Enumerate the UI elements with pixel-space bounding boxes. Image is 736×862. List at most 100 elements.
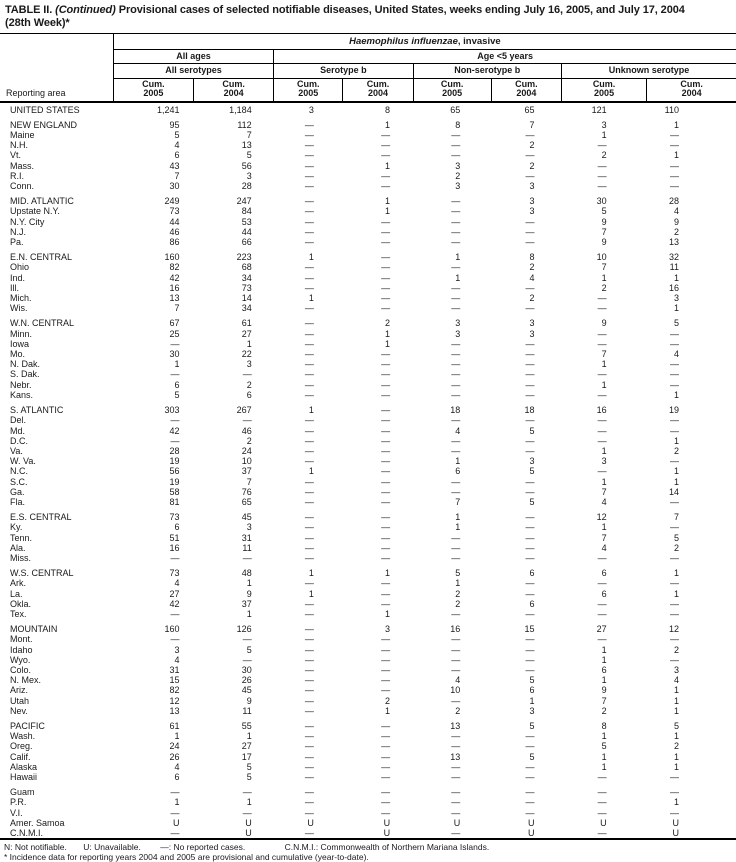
table-row: Tex. — 1 — 1 — — — — xyxy=(0,609,736,619)
cell: — xyxy=(381,140,391,151)
cell: — xyxy=(304,216,314,227)
cell: 2 xyxy=(673,644,679,655)
cell: — xyxy=(304,445,314,456)
cell: 18 xyxy=(524,405,535,416)
table-title-text: Provisional cases of selected notifiable… xyxy=(118,4,685,16)
cell: 5 xyxy=(529,751,535,762)
row-label: D.C. xyxy=(10,435,28,446)
cell: 24 xyxy=(169,741,180,752)
cell: — xyxy=(304,664,314,675)
row-label: S. Dak. xyxy=(10,369,40,380)
cell: — xyxy=(525,216,535,227)
cell: — xyxy=(381,216,391,227)
cell: 12 xyxy=(596,512,607,523)
table-row: Nebr. 6 2 — — — — 1 — xyxy=(0,380,736,390)
table-row: Nev. 13 11 — 1 2 3 2 1 xyxy=(0,706,736,716)
row-label: Tex. xyxy=(10,608,27,619)
cell: — xyxy=(525,415,535,426)
cell: — xyxy=(597,634,607,645)
cell: — xyxy=(525,389,535,400)
cell: 1 xyxy=(601,379,607,390)
cell: — xyxy=(597,303,607,314)
cell: U xyxy=(245,828,252,839)
cell: 2 xyxy=(529,262,535,273)
cell: 7 xyxy=(246,476,252,487)
cell: — xyxy=(381,282,391,293)
cell: 7 xyxy=(174,303,180,314)
cell: — xyxy=(170,828,180,839)
cell: 3 xyxy=(673,664,679,675)
cell: 31 xyxy=(241,532,252,543)
cell: 25 xyxy=(169,328,180,339)
row-label: PACIFIC xyxy=(10,720,45,731)
table-row: W.S. CENTRAL 73 48 1 1 5 6 6 1 xyxy=(0,563,736,578)
cell: — xyxy=(451,695,461,706)
cell: — xyxy=(304,425,314,436)
cell: 3 xyxy=(455,160,461,171)
cell: — xyxy=(304,130,314,141)
cell: 4 xyxy=(601,496,607,507)
cell: — xyxy=(304,608,314,619)
table-row: Kans. 5 6 — — — — — 1 xyxy=(0,390,736,400)
cell: — xyxy=(670,181,679,192)
cell: 9 xyxy=(673,216,679,227)
cell: — xyxy=(525,532,535,543)
cell: U xyxy=(383,828,391,839)
row-label: Ky. xyxy=(10,522,23,533)
cell: 1 xyxy=(385,568,391,579)
cell: — xyxy=(304,369,314,380)
cell: 12 xyxy=(169,695,180,706)
cell: — xyxy=(170,338,180,349)
cell: — xyxy=(381,644,391,655)
all-serotypes-header: All serotypes xyxy=(113,63,274,79)
cell: U xyxy=(600,817,607,828)
cell: 13 xyxy=(241,140,252,151)
cell: 223 xyxy=(236,252,252,263)
row-label: Mass. xyxy=(10,160,35,171)
cell: 9 xyxy=(246,695,252,706)
cell: — xyxy=(451,349,461,360)
cell: 1 xyxy=(455,578,461,589)
cell: 5 xyxy=(529,720,535,731)
cell: 51 xyxy=(169,532,180,543)
cell: — xyxy=(597,608,607,619)
cell: 9 xyxy=(601,318,607,329)
cell: 1 xyxy=(308,568,314,579)
cell: — xyxy=(451,237,461,248)
cell: — xyxy=(525,578,535,589)
row-label: Va. xyxy=(10,445,23,456)
table-row: Conn. 30 28 — — 3 3 — — xyxy=(0,181,736,191)
table-row: N.J. 46 44 — — — — 7 2 xyxy=(0,227,736,237)
table-row: Ark. 4 1 — — 1 — — — xyxy=(0,578,736,588)
cell: 1 xyxy=(385,608,391,619)
cell: 8 xyxy=(455,119,461,130)
cell: — xyxy=(304,624,314,635)
cell: 1 xyxy=(308,588,314,599)
cell: — xyxy=(670,496,679,507)
cell: 6 xyxy=(174,772,180,782)
cell: 4 xyxy=(673,675,679,686)
table-row: Mont. — — — — — — — — xyxy=(0,634,736,644)
cell: 34 xyxy=(241,272,252,283)
cell: 5 xyxy=(529,466,535,477)
disease-name-rest: , invasive xyxy=(457,36,501,47)
cell: 30 xyxy=(241,664,252,675)
cell: 1 xyxy=(601,445,607,456)
cell: 1 xyxy=(673,761,679,772)
cell: — xyxy=(525,359,535,370)
cell: 7 xyxy=(455,496,461,507)
row-label: Colo. xyxy=(10,664,32,675)
cell: 1,184 xyxy=(229,104,252,115)
cell: — xyxy=(304,578,314,589)
cell: — xyxy=(381,741,391,752)
cell: 1 xyxy=(601,272,607,283)
cell: 76 xyxy=(241,486,252,497)
cell: — xyxy=(170,807,180,818)
cell: — xyxy=(670,456,679,467)
cell: 7 xyxy=(174,170,180,181)
cell: — xyxy=(525,445,535,456)
cell: — xyxy=(304,282,314,293)
cell: — xyxy=(381,293,391,304)
cell: — xyxy=(304,751,314,762)
table-row: N.C. 56 37 1 — 6 5 — 1 xyxy=(0,466,736,476)
